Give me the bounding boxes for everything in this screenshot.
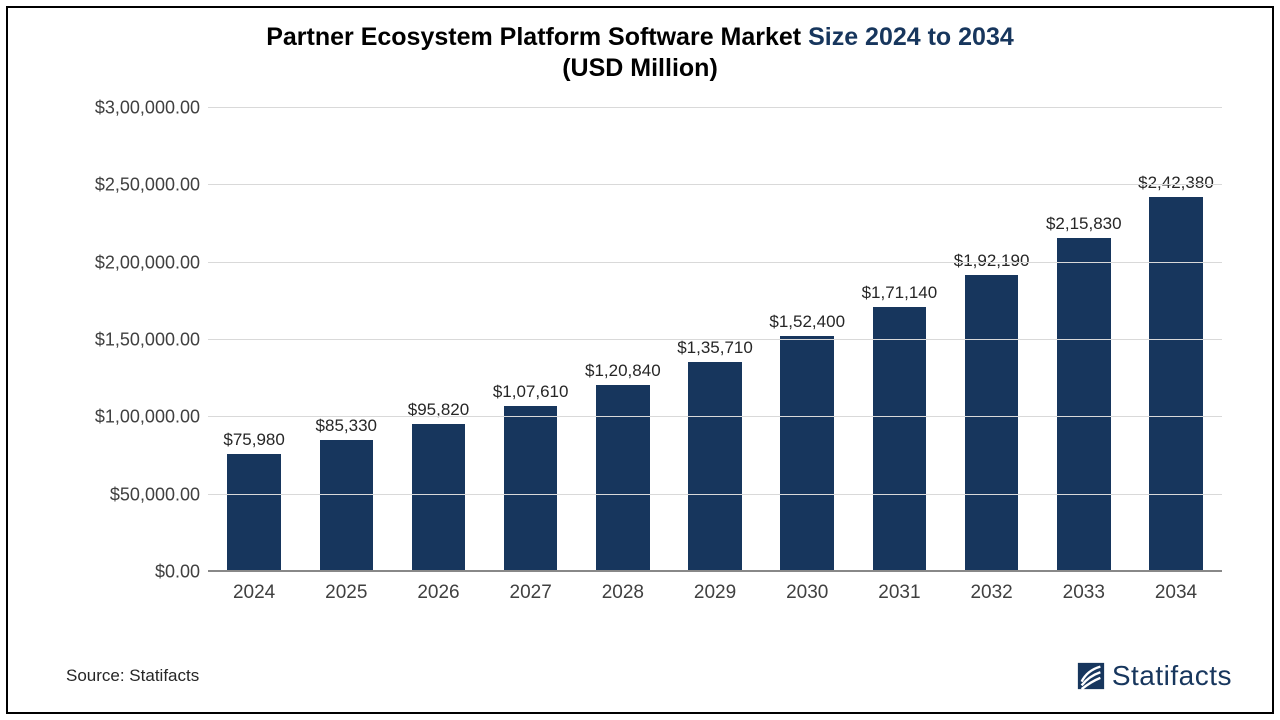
brand-name: Statifacts: [1112, 660, 1232, 692]
bar: [227, 454, 280, 572]
title-prefix: Partner Ecosystem Platform Software Mark…: [266, 23, 808, 51]
bar-value-label: $85,330: [316, 416, 377, 436]
bar-slot: $1,35,7102029: [669, 108, 761, 572]
x-tick-label: 2026: [417, 582, 459, 604]
bar-slot: $95,8202026: [392, 108, 484, 572]
bar-slot: $2,15,8302033: [1038, 108, 1130, 572]
bar-slot: $2,42,3802034: [1130, 108, 1222, 572]
y-tick-label: $1,00,000.00: [95, 407, 200, 428]
bar: [320, 440, 373, 572]
gridline: [208, 184, 1222, 185]
bar: [1057, 238, 1110, 572]
source-attribution: Source: Statifacts: [66, 666, 199, 686]
gridline: [208, 339, 1222, 340]
chart-frame: Partner Ecosystem Platform Software Mark…: [6, 6, 1274, 714]
bar: [780, 336, 833, 572]
bar-slot: $1,07,6102027: [485, 108, 577, 572]
title-line1: Partner Ecosystem Platform Software Mark…: [8, 22, 1272, 53]
y-tick-label: $0.00: [155, 562, 200, 583]
bar-value-label: $1,71,140: [862, 283, 938, 303]
x-tick-label: 2032: [970, 582, 1012, 604]
bar-value-label: $2,42,380: [1138, 173, 1214, 193]
x-tick-label: 2025: [325, 582, 367, 604]
x-tick-label: 2034: [1155, 582, 1197, 604]
title-highlight: Size 2024 to 2034: [808, 23, 1014, 51]
y-tick-label: $1,50,000.00: [95, 330, 200, 351]
x-tick-label: 2033: [1063, 582, 1105, 604]
bar-slot: $1,92,1902032: [946, 108, 1038, 572]
chart-area: $75,9802024$85,3302025$95,8202026$1,07,6…: [68, 98, 1232, 612]
brand-logo: Statifacts: [1076, 660, 1232, 692]
y-tick-label: $50,000.00: [110, 484, 200, 505]
gridline: [208, 494, 1222, 495]
bar-slot: $1,52,4002030: [761, 108, 853, 572]
bar: [688, 362, 741, 572]
gridline: [208, 262, 1222, 263]
title-line2: (USD Million): [8, 53, 1272, 84]
bar-value-label: $2,15,830: [1046, 214, 1122, 234]
bar: [504, 406, 557, 572]
x-axis-line: [208, 570, 1222, 572]
x-tick-label: 2028: [602, 582, 644, 604]
x-tick-label: 2027: [510, 582, 552, 604]
x-tick-label: 2031: [878, 582, 920, 604]
gridline: [208, 107, 1222, 108]
chart-title: Partner Ecosystem Platform Software Mark…: [8, 8, 1272, 85]
y-tick-label: $2,50,000.00: [95, 175, 200, 196]
x-tick-label: 2024: [233, 582, 275, 604]
bar-slot: $1,20,8402028: [577, 108, 669, 572]
bar: [412, 424, 465, 572]
bar-value-label: $1,07,610: [493, 382, 569, 402]
bar-value-label: $75,980: [223, 430, 284, 450]
bar-slot: $1,71,1402031: [853, 108, 945, 572]
bar-value-label: $1,52,400: [769, 312, 845, 332]
bar-slot: $85,3302025: [300, 108, 392, 572]
y-tick-label: $2,00,000.00: [95, 252, 200, 273]
bar: [596, 385, 649, 572]
bar: [1149, 197, 1202, 572]
bar: [873, 307, 926, 572]
plot-region: $75,9802024$85,3302025$95,8202026$1,07,6…: [208, 108, 1222, 572]
bar-value-label: $1,35,710: [677, 338, 753, 358]
statifacts-icon: [1076, 661, 1106, 691]
x-tick-label: 2030: [786, 582, 828, 604]
bar: [965, 275, 1018, 572]
x-tick-label: 2029: [694, 582, 736, 604]
bar-slot: $75,9802024: [208, 108, 300, 572]
y-tick-label: $3,00,000.00: [95, 98, 200, 119]
bars-container: $75,9802024$85,3302025$95,8202026$1,07,6…: [208, 108, 1222, 572]
gridline: [208, 416, 1222, 417]
bar-value-label: $1,20,840: [585, 361, 661, 381]
